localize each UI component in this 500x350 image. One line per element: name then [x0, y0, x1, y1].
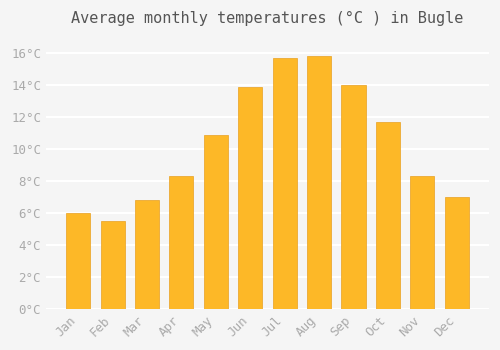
Bar: [204, 135, 228, 309]
Bar: [410, 176, 434, 309]
Bar: [170, 176, 194, 309]
Bar: [307, 56, 331, 309]
Bar: [100, 221, 124, 309]
Title: Average monthly temperatures (°C ) in Bugle: Average monthly temperatures (°C ) in Bu…: [71, 11, 464, 26]
Bar: [66, 213, 90, 309]
Bar: [272, 58, 296, 309]
Bar: [342, 85, 365, 309]
Bar: [238, 86, 262, 309]
Bar: [135, 200, 159, 309]
Bar: [376, 122, 400, 309]
Bar: [444, 197, 469, 309]
